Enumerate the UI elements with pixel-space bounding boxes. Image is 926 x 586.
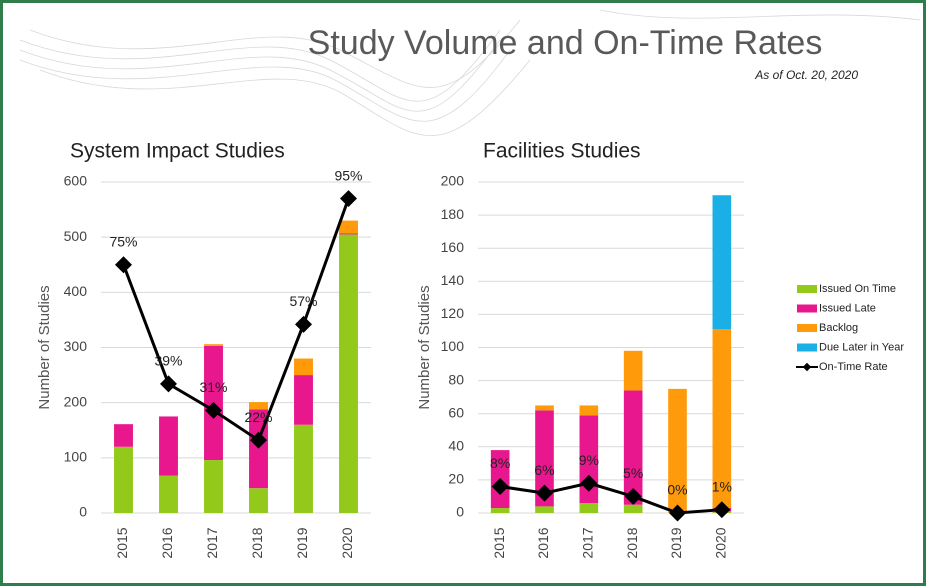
data-label: 95%	[334, 167, 362, 183]
data-label: 1%	[712, 478, 732, 494]
subtitle: As of Oct. 20, 2020	[754, 68, 858, 82]
x-tick-label: 2018	[624, 527, 640, 558]
x-tick-label: 2015	[491, 527, 507, 558]
data-label: 0%	[667, 482, 687, 498]
bar-segment	[580, 503, 599, 513]
chart-title: Facilities Studies	[483, 140, 641, 163]
slide-title: Study Volume and On-Time Rates	[308, 24, 823, 62]
bar-segment	[159, 475, 178, 513]
bar-segment	[624, 351, 643, 391]
data-label: 9%	[579, 452, 599, 468]
legend-label: Issued On Time	[819, 283, 896, 295]
x-tick-label: 2017	[580, 527, 596, 558]
bar-segment	[491, 508, 510, 513]
y-tick-label: 0	[456, 504, 464, 520]
bar-segment	[535, 405, 554, 410]
data-label: 5%	[623, 465, 643, 481]
bar-segment	[114, 424, 133, 447]
x-tick-label: 2018	[249, 527, 265, 558]
data-label: 31%	[199, 379, 227, 395]
bar-segment	[294, 359, 313, 376]
bar-segment	[204, 344, 223, 346]
bar-segment	[294, 375, 313, 425]
legend-label: Due Later in Year	[819, 341, 904, 353]
bar-segment	[713, 195, 732, 329]
y-tick-label: 100	[441, 338, 465, 354]
data-label: 57%	[289, 293, 317, 309]
chart-title: System Impact Studies	[70, 140, 285, 163]
y-tick-label: 60	[448, 404, 464, 420]
bar-segment	[339, 234, 358, 513]
legend-swatch	[797, 285, 817, 293]
bar-segment	[204, 460, 223, 513]
legend-label: Backlog	[819, 322, 858, 334]
x-tick-label: 2015	[114, 527, 130, 558]
data-label: 6%	[534, 462, 554, 478]
y-tick-label: 600	[64, 173, 88, 189]
slide: Study Volume and On-Time Rates As of Oct…	[0, 0, 926, 586]
x-tick-label: 2016	[535, 527, 551, 558]
legend-swatch	[797, 305, 817, 313]
x-tick-label: 2020	[713, 527, 729, 558]
y-tick-label: 140	[441, 272, 465, 288]
y-axis-label: Number of Studies	[416, 285, 433, 409]
bar-segment	[624, 391, 643, 505]
data-label: 22%	[244, 409, 272, 425]
y-axis-label: Number of Studies	[36, 285, 53, 409]
y-tick-label: 400	[64, 283, 88, 299]
y-tick-label: 200	[441, 173, 465, 189]
y-tick-label: 200	[64, 393, 88, 409]
bar-segment	[535, 506, 554, 513]
bar-segment	[624, 505, 643, 513]
bar-segment	[294, 425, 313, 513]
y-tick-label: 80	[448, 371, 464, 387]
bar-segment	[339, 221, 358, 234]
bar-segment	[249, 488, 268, 513]
legend-label: Issued Late	[819, 302, 876, 314]
y-tick-label: 40	[448, 438, 464, 454]
y-tick-label: 180	[441, 206, 465, 222]
bar-segment	[339, 233, 358, 234]
legend-swatch	[797, 344, 817, 352]
y-tick-label: 300	[64, 338, 88, 354]
y-tick-label: 100	[64, 449, 88, 465]
data-label: 75%	[109, 233, 137, 249]
x-tick-label: 2020	[339, 527, 355, 558]
x-tick-label: 2019	[668, 527, 684, 558]
legend-swatch	[797, 324, 817, 332]
x-tick-label: 2017	[204, 527, 220, 558]
x-tick-label: 2016	[159, 527, 175, 558]
y-tick-label: 160	[441, 239, 465, 255]
y-tick-label: 20	[448, 471, 464, 487]
y-tick-label: 120	[441, 305, 465, 321]
bar-segment	[580, 405, 599, 415]
data-label: 8%	[490, 455, 510, 471]
data-label: 39%	[154, 353, 182, 369]
bar-segment	[159, 416, 178, 475]
bar-segment	[114, 447, 133, 513]
y-tick-label: 0	[79, 504, 87, 520]
x-tick-label: 2019	[294, 527, 310, 558]
y-tick-label: 500	[64, 228, 88, 244]
legend-label: On-Time Rate	[819, 361, 888, 373]
